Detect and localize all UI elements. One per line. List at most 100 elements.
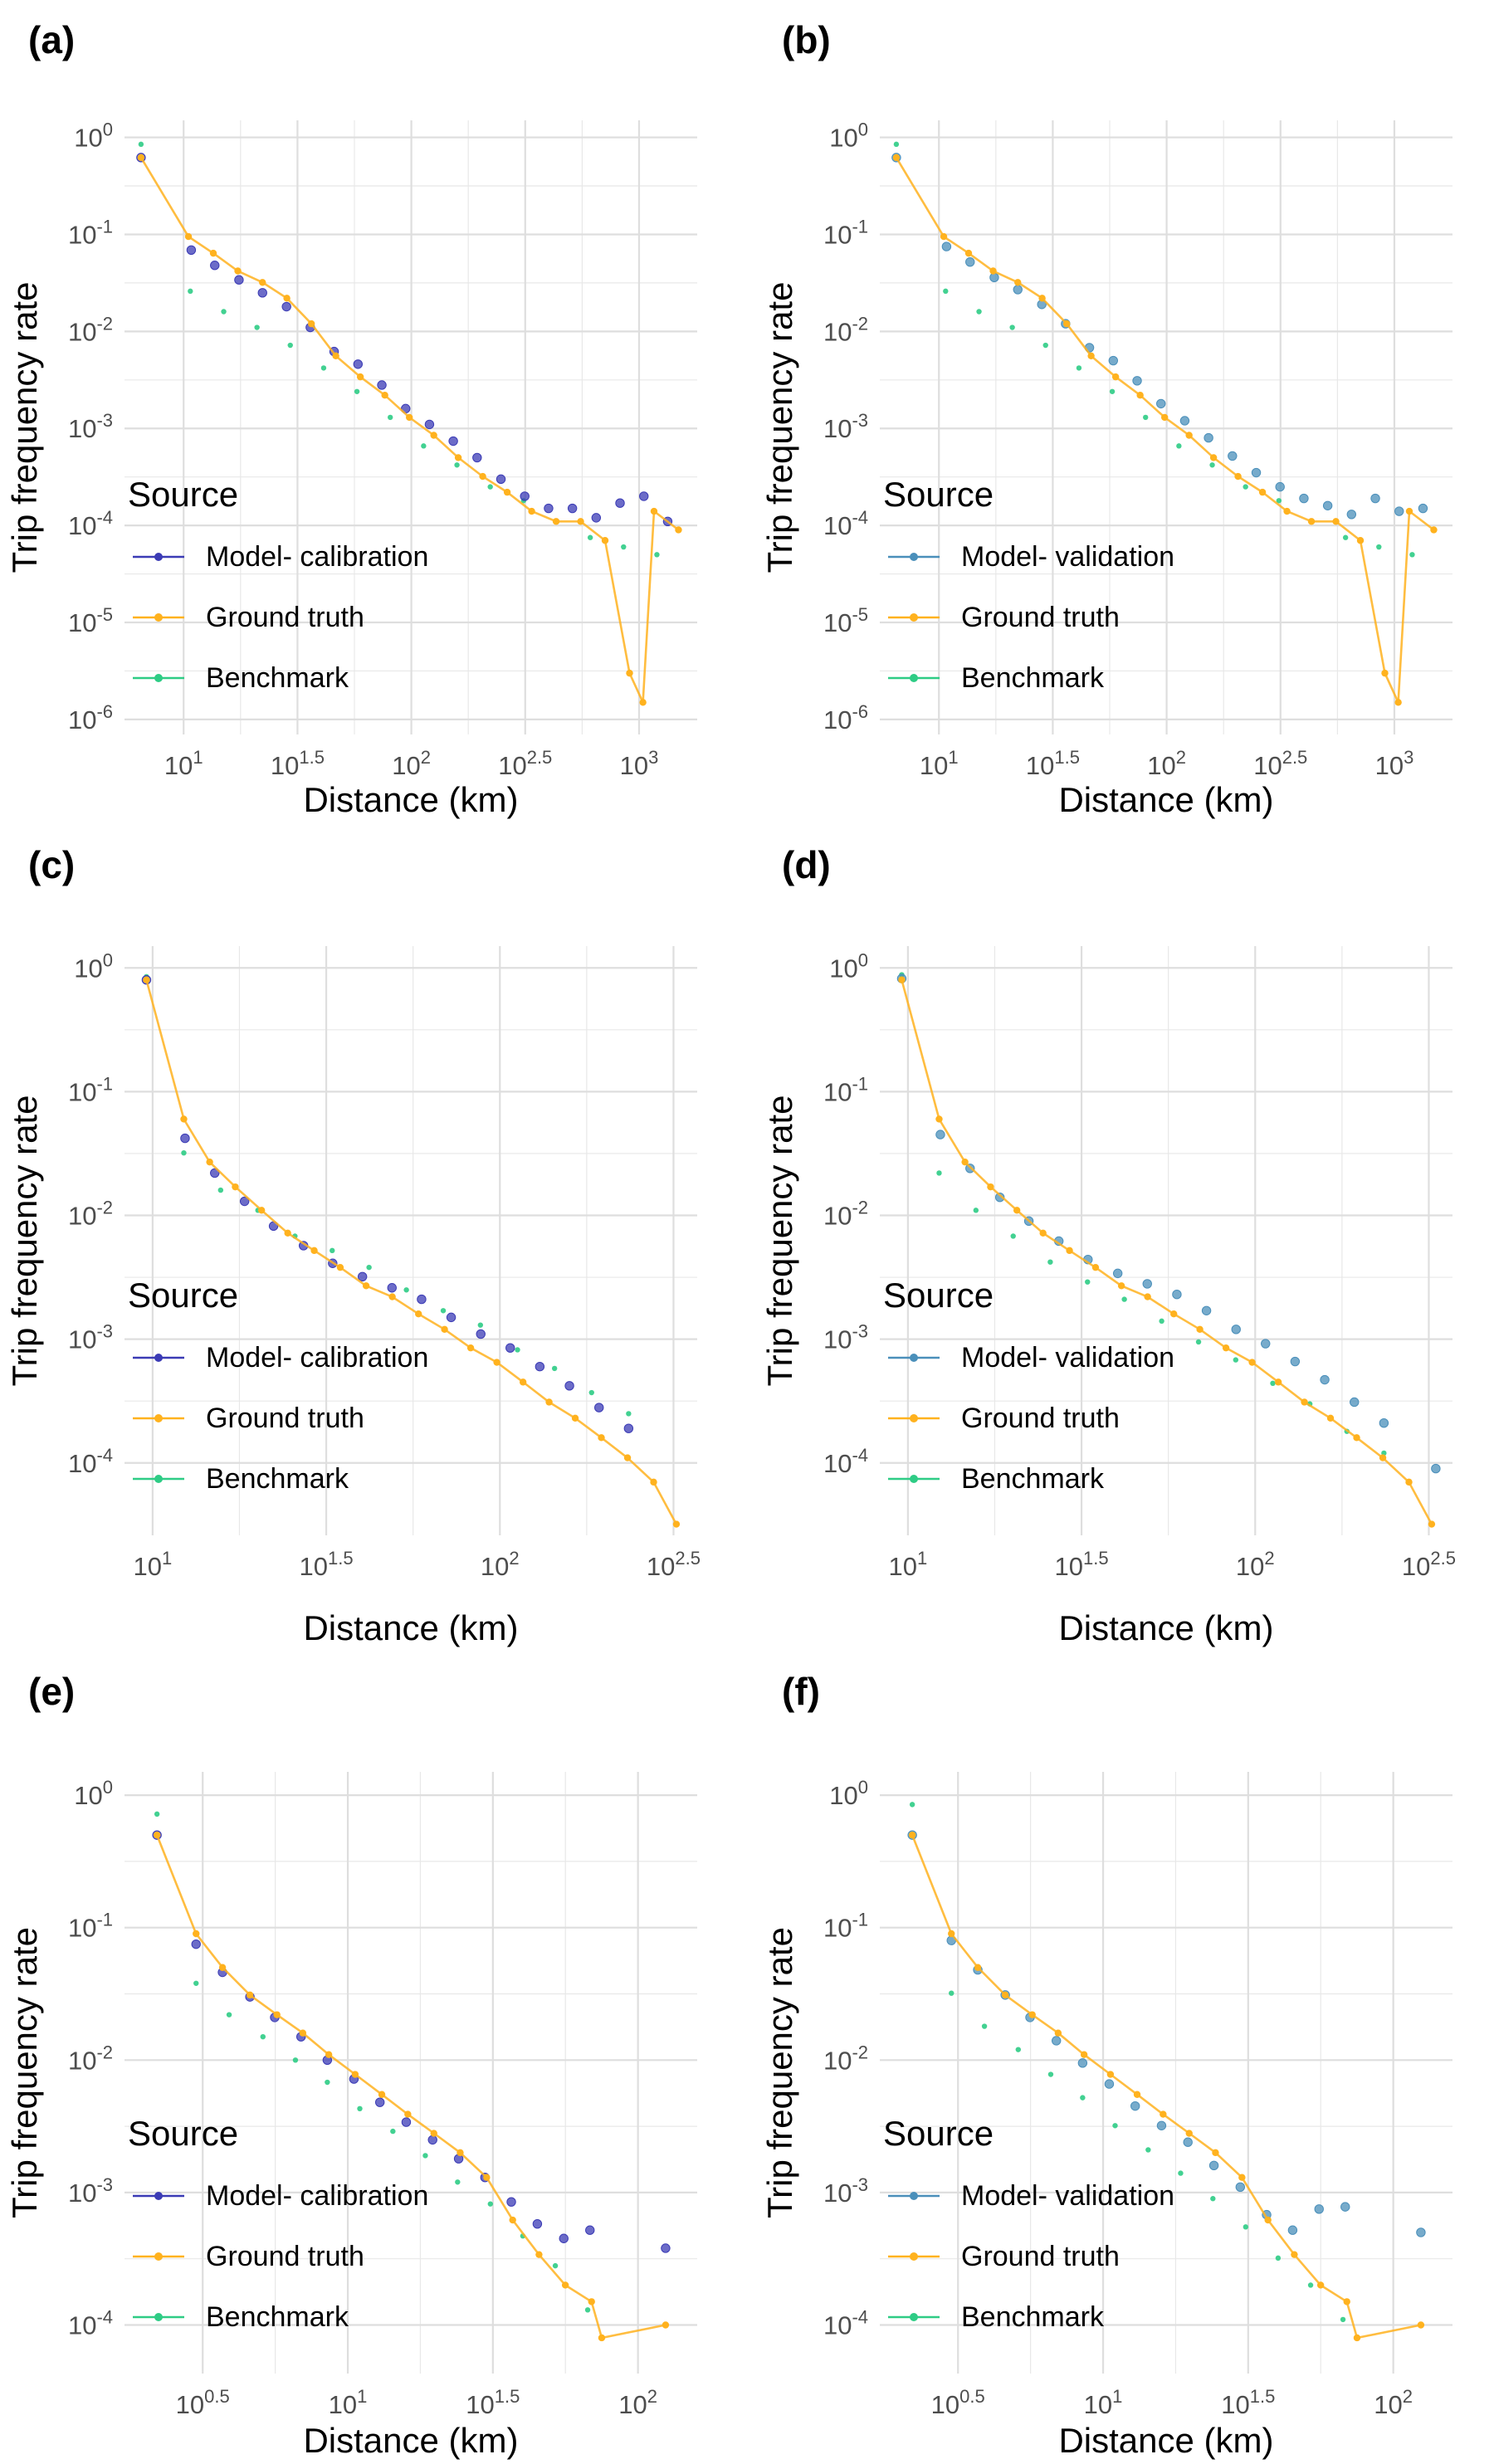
x-tick-label: 102.5 — [498, 747, 552, 780]
model-calibration-point — [446, 1312, 456, 1323]
model-validation-point — [1370, 493, 1380, 504]
model-validation-point — [994, 1193, 1005, 1203]
benchmark-point — [357, 2105, 363, 2112]
panel-d: (d) 101 101.5 102 102.5 100 10-1 10-2 10-3 10-4 Di… — [760, 843, 1456, 1647]
ground-truth-point — [1405, 507, 1413, 515]
y-tick-label: 10-2 — [68, 1198, 113, 1231]
model-calibration-point — [535, 1362, 545, 1372]
ground-truth-point — [143, 976, 150, 983]
x-tick-label: 102.5 — [1402, 1548, 1456, 1581]
model-validation-point — [1077, 2058, 1088, 2068]
ground-truth-point — [378, 2091, 386, 2098]
benchmark-point — [936, 1170, 942, 1176]
ground-truth-point — [273, 2011, 281, 2018]
ground-truth-point — [898, 976, 906, 983]
x-tick-label: 103 — [1375, 747, 1414, 780]
ground-truth-point — [650, 1478, 657, 1486]
benchmark-point — [943, 288, 949, 295]
x-tick-label: 101.5 — [466, 2386, 520, 2419]
ground-truth-point — [1087, 352, 1095, 359]
model-calibration-point — [591, 513, 602, 523]
legend-label-ground-truth: Ground truth — [961, 2241, 1120, 2272]
model-validation-point — [1183, 2137, 1193, 2147]
ground-truth-point — [405, 413, 413, 422]
benchmark-point — [981, 2023, 988, 2029]
legend: Source Model- calibration Ground truth Benc… — [128, 2114, 428, 2333]
ground-truth-point — [351, 2071, 359, 2078]
y-tick-label: 100 — [829, 949, 868, 983]
benchmark-point — [154, 1811, 160, 1818]
panel-label: (c) — [28, 843, 75, 886]
model-validation-point — [965, 256, 975, 267]
y-tick-label: 10-4 — [823, 2307, 868, 2340]
x-tick-label: 101 — [329, 2386, 368, 2419]
x-tick-label: 101.5 — [300, 1548, 354, 1581]
benchmark-point — [973, 1208, 979, 1213]
y-axis-title: Trip frequency rate — [760, 282, 799, 573]
plot-area — [141, 973, 681, 1528]
ground-truth-point — [948, 1930, 955, 1938]
series-model-validation — [891, 153, 1428, 520]
y-tick-label: 10-3 — [68, 2174, 113, 2208]
benchmark-point — [477, 1322, 484, 1328]
model-calibration-point — [585, 2225, 595, 2235]
model-calibration-point — [281, 301, 291, 312]
y-tick-label: 10-2 — [823, 313, 868, 346]
x-tick-label: 102 — [1147, 747, 1186, 780]
benchmark-point — [181, 1149, 187, 1156]
benchmark-point — [949, 1990, 954, 1996]
legend-label-ground-truth: Ground truth — [961, 602, 1120, 633]
model-validation-point — [1156, 2120, 1167, 2130]
y-tick-label: 10-1 — [823, 216, 868, 249]
model-calibration-point — [186, 245, 197, 256]
benchmark-point — [1243, 2224, 1249, 2230]
ground-truth-point — [892, 154, 901, 162]
y-tick-label: 10-4 — [823, 507, 868, 540]
ground-truth-point — [493, 1359, 500, 1366]
ground-truth-point — [598, 2334, 606, 2342]
ground-truth-point — [623, 1454, 632, 1461]
y-tick-label: 100 — [829, 120, 868, 153]
ground-truth-point — [1066, 1247, 1073, 1255]
ground-truth-point — [987, 1183, 994, 1191]
legend-title: Source — [883, 2114, 994, 2153]
ground-truth-point — [577, 518, 584, 525]
ground-truth-point — [1291, 2251, 1298, 2258]
ground-truth-point — [299, 2029, 307, 2037]
model-calibration-point — [234, 275, 244, 285]
legend-label-model-calibration: Model- calibration — [206, 541, 428, 573]
y-tick-label: 100 — [829, 1777, 868, 1810]
ground-truth-point — [1343, 2298, 1350, 2305]
model-calibration-point — [476, 1329, 486, 1339]
ground-truth-point — [381, 392, 388, 399]
ground-truth-point — [454, 454, 462, 461]
ground-truth-point — [626, 669, 633, 677]
ground-truth-point — [1353, 1434, 1360, 1442]
ground-truth-point — [528, 507, 535, 515]
model-validation-point — [1346, 510, 1357, 520]
benchmark-point — [403, 1287, 409, 1293]
benchmark-point — [1109, 388, 1116, 394]
ground-truth-point — [1091, 1263, 1100, 1271]
ground-truth-point — [1185, 432, 1193, 439]
ground-truth-point — [662, 2321, 670, 2329]
legend-title: Source — [128, 475, 238, 514]
x-axis-title: Distance (km) — [1058, 1608, 1273, 1647]
legend-label-model-calibration: Model- calibration — [206, 2180, 428, 2212]
model-calibration-point — [353, 359, 364, 369]
ground-truth-point — [1332, 518, 1340, 525]
ground-truth-point — [1394, 699, 1402, 706]
ground-truth-point — [234, 267, 242, 275]
benchmark-point — [1176, 443, 1182, 449]
x-axis-title: Distance (km) — [1058, 2421, 1273, 2460]
benchmark-point — [515, 1347, 520, 1353]
ground-truth-point — [1013, 1207, 1021, 1214]
ground-truth-point — [935, 1115, 943, 1123]
ground-truth-point — [325, 2051, 333, 2058]
model-validation-point — [1251, 467, 1262, 478]
ground-truth-point — [404, 2110, 412, 2118]
model-calibration-point — [417, 1294, 427, 1305]
model-validation-point — [1275, 481, 1285, 492]
ground-truth-point — [1160, 2110, 1167, 2118]
